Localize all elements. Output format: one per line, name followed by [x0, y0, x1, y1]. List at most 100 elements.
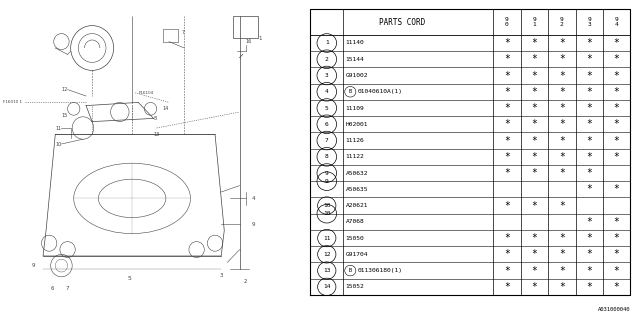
Text: *: * [559, 266, 564, 276]
Text: *: * [504, 70, 510, 81]
Text: 14: 14 [323, 284, 330, 289]
Text: *: * [586, 168, 592, 178]
Text: *: * [586, 217, 592, 227]
Text: 11: 11 [323, 236, 330, 241]
Text: *: * [586, 282, 592, 292]
Text: *: * [531, 168, 538, 178]
Text: *: * [504, 168, 510, 178]
Text: 15: 15 [61, 113, 68, 118]
Text: 011306180(1): 011306180(1) [357, 268, 402, 273]
Text: A50635: A50635 [346, 187, 368, 192]
Text: 7: 7 [66, 285, 69, 291]
Text: A031000040: A031000040 [598, 307, 630, 312]
Text: *: * [531, 152, 538, 162]
Text: 10: 10 [55, 141, 61, 147]
Text: 15052: 15052 [346, 284, 364, 289]
Text: *: * [614, 38, 620, 48]
Text: *: * [614, 87, 620, 97]
Text: H02001: H02001 [346, 122, 368, 127]
Text: *: * [504, 266, 510, 276]
Text: 2: 2 [325, 57, 329, 62]
Text: 16: 16 [246, 39, 252, 44]
Text: *: * [586, 249, 592, 259]
Text: 9
3: 9 3 [588, 17, 591, 27]
Text: *: * [586, 103, 592, 113]
Text: *: * [531, 136, 538, 146]
Text: PARTS CORD: PARTS CORD [379, 18, 425, 27]
Text: *: * [614, 249, 620, 259]
Text: *: * [586, 87, 592, 97]
Text: B: B [349, 89, 352, 94]
Text: 5: 5 [127, 276, 131, 281]
Text: *: * [586, 233, 592, 243]
Bar [234, 16, 258, 38]
Text: A50632: A50632 [346, 171, 368, 176]
Text: *: * [559, 70, 564, 81]
Text: *: * [614, 54, 620, 64]
Text: G91704: G91704 [346, 252, 368, 257]
Text: 10: 10 [323, 203, 330, 208]
Text: 7: 7 [325, 138, 329, 143]
Text: 01040610A(1): 01040610A(1) [357, 89, 402, 94]
Text: *: * [559, 152, 564, 162]
Text: *: * [504, 136, 510, 146]
Text: *: * [614, 70, 620, 81]
Text: *: * [559, 136, 564, 146]
Text: *: * [559, 119, 564, 129]
Text: 7: 7 [181, 29, 184, 35]
Text: *: * [559, 249, 564, 259]
Text: *: * [504, 152, 510, 162]
Text: *: * [504, 282, 510, 292]
Text: *: * [531, 87, 538, 97]
Text: G91002: G91002 [346, 73, 368, 78]
Text: *: * [559, 168, 564, 178]
Text: *: * [614, 233, 620, 243]
Text: *: * [586, 152, 592, 162]
Text: *: * [504, 103, 510, 113]
Text: *: * [531, 54, 538, 64]
Text: 3: 3 [325, 73, 329, 78]
Bar [163, 29, 178, 42]
Text: *: * [586, 38, 592, 48]
Text: *: * [586, 70, 592, 81]
Text: *: * [559, 103, 564, 113]
Text: 9
0: 9 0 [505, 17, 509, 27]
Text: 10: 10 [323, 211, 330, 216]
Text: *: * [531, 119, 538, 129]
Text: *: * [559, 54, 564, 64]
Text: 13: 13 [323, 268, 330, 273]
Text: 9
2: 9 2 [560, 17, 564, 27]
Text: 11122: 11122 [346, 154, 364, 159]
Text: *: * [614, 119, 620, 129]
Text: *: * [586, 266, 592, 276]
Text: 9: 9 [32, 263, 36, 268]
Text: *: * [614, 217, 620, 227]
Text: *: * [614, 152, 620, 162]
Text: 11109: 11109 [346, 106, 364, 110]
Text: 4: 4 [252, 196, 255, 201]
Text: 8: 8 [325, 154, 329, 159]
Text: 1: 1 [258, 36, 262, 41]
Text: *: * [614, 103, 620, 113]
Text: *: * [586, 184, 592, 194]
Text: *: * [531, 249, 538, 259]
Text: 2: 2 [244, 279, 248, 284]
Text: *: * [504, 249, 510, 259]
Text: *: * [614, 184, 620, 194]
Text: *: * [504, 54, 510, 64]
Text: *: * [531, 266, 538, 276]
Text: *: * [531, 233, 538, 243]
Text: 9
1: 9 1 [532, 17, 536, 27]
Text: *: * [504, 38, 510, 48]
Text: *: * [531, 201, 538, 211]
Text: 12: 12 [323, 252, 330, 257]
Text: 14: 14 [163, 106, 169, 111]
Text: *: * [586, 119, 592, 129]
Text: 5: 5 [325, 106, 329, 110]
Text: 9
4: 9 4 [615, 17, 618, 27]
Text: F16104: F16104 [138, 91, 154, 95]
Text: 15144: 15144 [346, 57, 364, 62]
Text: A7068: A7068 [346, 219, 364, 224]
Text: 6: 6 [51, 285, 54, 291]
Text: 11: 11 [55, 125, 61, 131]
